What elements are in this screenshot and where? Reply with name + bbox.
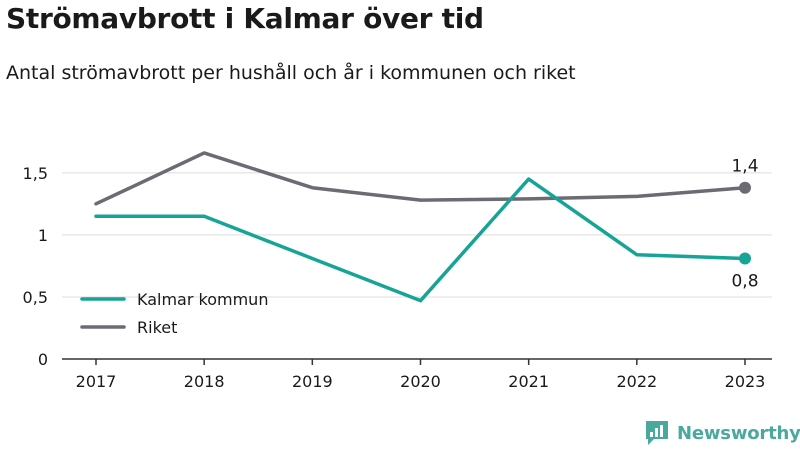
x-tick-label: 2023	[725, 372, 766, 391]
legend-label-riket: Riket	[137, 318, 177, 337]
x-axis: 2017 2018 2019 2020 2021 2022 2023	[62, 358, 772, 391]
x-tick-label: 2017	[76, 372, 117, 391]
x-tick-label: 2018	[184, 372, 225, 391]
series-line-kalmar-kommun	[94, 177, 747, 303]
series-line-riket	[94, 151, 747, 206]
chart-subtitle: Antal strömavbrott per hushåll och år i …	[6, 62, 576, 84]
newsworthy-logo-icon	[646, 421, 668, 445]
y-tick-label: 1	[38, 226, 48, 245]
x-tick-label: 2022	[616, 372, 657, 391]
series-lines	[94, 151, 751, 303]
brand-name: Newsworthy	[677, 422, 800, 444]
end-label-kalmar-kommun: 0,8	[731, 271, 758, 291]
end-point-riket	[739, 181, 751, 194]
y-tick-label: 0,5	[23, 288, 48, 307]
end-point-kalmar-kommun	[739, 252, 751, 265]
y-tick-label: 1,5	[23, 164, 48, 183]
x-tick-label: 2020	[400, 372, 441, 391]
gridlines	[62, 172, 772, 298]
newsworthy-logo[interactable]: Newsworthy	[644, 418, 800, 448]
x-tick-label: 2021	[508, 372, 549, 391]
y-tick-label: 0	[38, 350, 48, 369]
end-labels: 0,8 1,4	[731, 157, 758, 292]
legend: Kalmar kommun Riket	[80, 290, 268, 337]
legend-label-kalmar-kommun: Kalmar kommun	[137, 290, 268, 309]
chart-title: Strömavbrott i Kalmar över tid	[6, 2, 484, 35]
y-axis-ticks: 0 0,5 1 1,5	[23, 164, 48, 369]
end-label-riket: 1,4	[731, 157, 758, 177]
x-tick-label: 2019	[292, 372, 333, 391]
